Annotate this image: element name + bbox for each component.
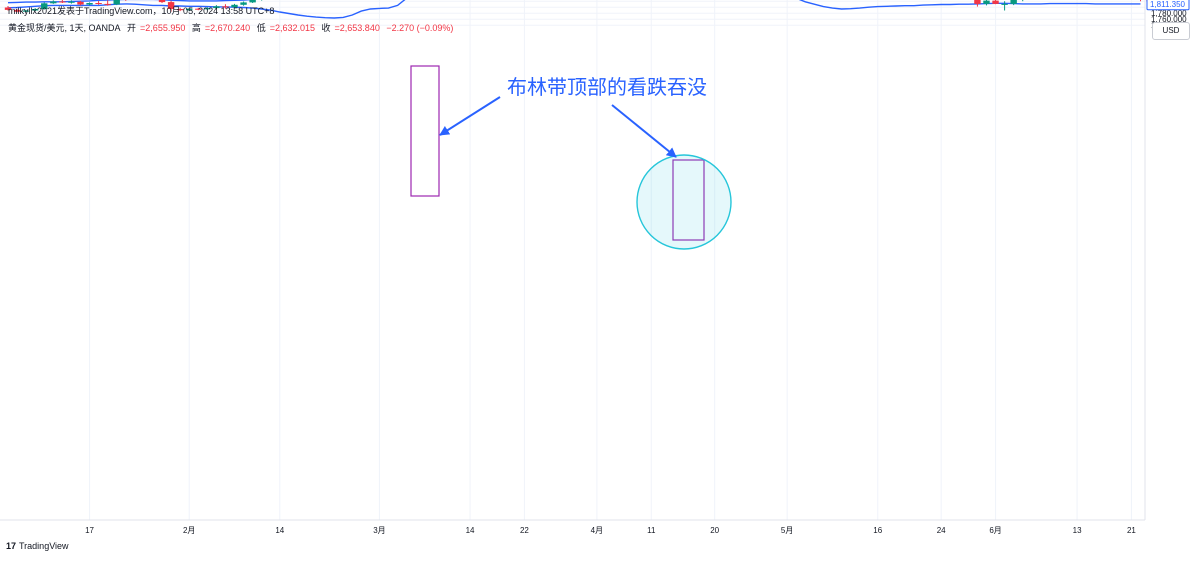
x-tick-label: 6月 bbox=[989, 526, 1001, 535]
close-value: =2,653.840 bbox=[335, 23, 380, 33]
price-label: 1,811.350 bbox=[1147, 0, 1189, 10]
low-value: =2,632.015 bbox=[270, 23, 315, 33]
x-tick-label: 3月 bbox=[373, 526, 385, 535]
x-tick-label: 5月 bbox=[781, 526, 793, 535]
candle-body bbox=[992, 1, 998, 4]
x-tick-label: 17 bbox=[85, 526, 94, 535]
tradingview-logo-icon: 17 bbox=[6, 541, 16, 551]
currency-button[interactable]: USD bbox=[1152, 22, 1190, 40]
candle-body bbox=[1001, 4, 1007, 5]
candle-body bbox=[983, 1, 989, 4]
high-label: 高 bbox=[192, 23, 201, 33]
close-label: 收 bbox=[322, 23, 331, 33]
symbol-ohlc-line: 黄金现货/美元, 1天, OANDA 开 =2,655.950 高 =2,670.2… bbox=[8, 21, 457, 34]
price-label-text: 1,811.350 bbox=[1150, 0, 1186, 9]
high-value: =2,670.240 bbox=[205, 23, 250, 33]
x-tick-label: 2月 bbox=[183, 526, 195, 535]
x-tick-label: 21 bbox=[1127, 526, 1136, 535]
x-tick-label: 4月 bbox=[591, 526, 603, 535]
x-tick-label: 24 bbox=[937, 526, 946, 535]
candle bbox=[992, 0, 998, 4]
low-label: 低 bbox=[257, 23, 266, 33]
x-tick-label: 11 bbox=[647, 526, 656, 535]
x-tick-label: 13 bbox=[1073, 526, 1082, 535]
x-tick-label: 22 bbox=[520, 526, 529, 535]
candle-body bbox=[159, 0, 165, 2]
symbol-name[interactable]: 黄金现货/美元, 1天, OANDA bbox=[8, 23, 121, 33]
candle-body bbox=[1010, 0, 1016, 4]
x-tick-label: 20 bbox=[710, 526, 719, 535]
tradingview-logo-text: TradingView bbox=[19, 541, 69, 551]
publisher-line: milkyllx2021发表于TradingView.com，10月 05, 2… bbox=[8, 4, 274, 17]
price-labels: 1,873.2001,855.2661,842.2751,834.9931,82… bbox=[1147, 0, 1189, 10]
change-value: −2.270 (−0.09%) bbox=[386, 23, 453, 33]
candle-body bbox=[68, 2, 74, 3]
x-tick-label: 14 bbox=[466, 526, 475, 535]
candle-body bbox=[249, 0, 255, 2]
highlight-circle bbox=[637, 155, 731, 249]
open-label: 开 bbox=[127, 23, 136, 33]
annotation-text: 布林带顶部的看跌吞没 bbox=[507, 76, 707, 99]
candle-body bbox=[59, 2, 65, 3]
x-tick-label: 16 bbox=[873, 526, 882, 535]
x-tick-label: 14 bbox=[275, 526, 284, 535]
candle-body bbox=[974, 0, 980, 4]
open-value: =2,655.950 bbox=[140, 23, 185, 33]
